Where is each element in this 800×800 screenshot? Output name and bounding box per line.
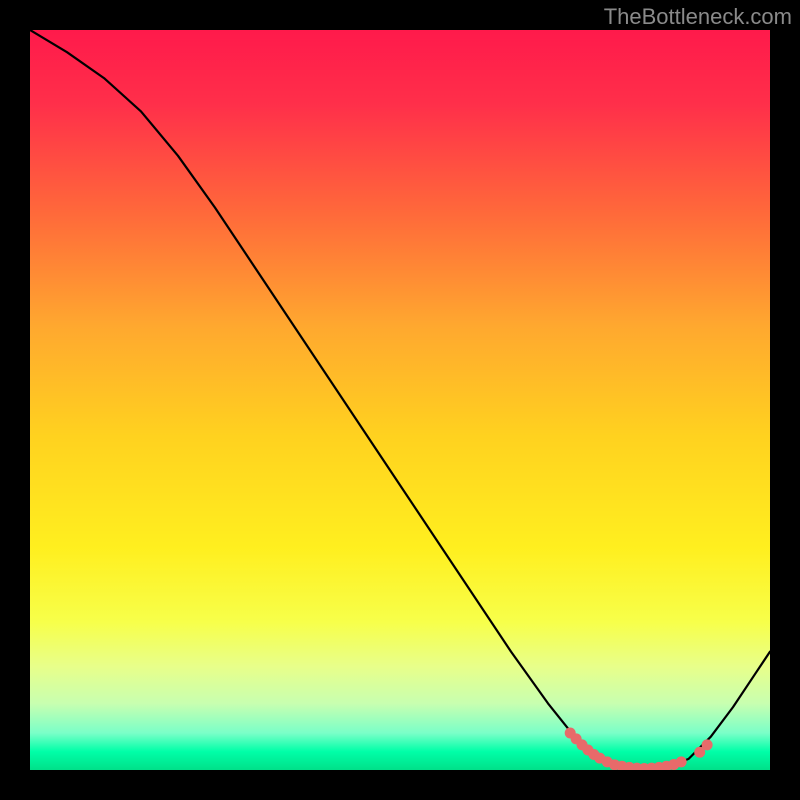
- watermark-text: TheBottleneck.com: [604, 4, 792, 30]
- bottleneck-curve: [30, 30, 770, 770]
- highlight-marker: [702, 739, 713, 750]
- plot-area: [30, 30, 770, 770]
- highlight-markers-group: [565, 728, 713, 771]
- chart-container: TheBottleneck.com: [0, 0, 800, 800]
- highlight-marker: [676, 756, 687, 767]
- chart-overlay: [30, 30, 770, 770]
